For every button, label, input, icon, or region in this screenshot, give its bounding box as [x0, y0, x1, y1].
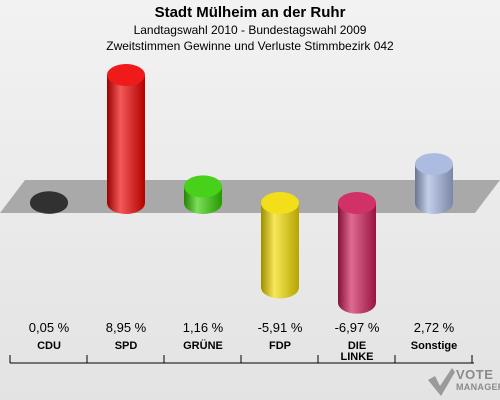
- chart-subtitle: Landtagswahl 2010 - Bundestagswahl 2009: [133, 23, 367, 37]
- logo-word-manager: MANAGER: [456, 382, 500, 392]
- bar-die-linke: [338, 192, 376, 314]
- value-label: 8,95 %: [106, 320, 147, 335]
- chart-title: Stadt Mülheim an der Ruhr: [154, 4, 346, 21]
- category-label: GRÜNE: [183, 339, 223, 352]
- bar-sonstige: [415, 153, 453, 214]
- value-label: -5,91 %: [258, 320, 303, 335]
- bar-gr-ne: [184, 175, 222, 214]
- value-label: 2,72 %: [414, 320, 455, 335]
- category-label: SPD: [115, 340, 138, 352]
- logo-word-vote: VOTE: [456, 367, 494, 382]
- vote-manager-logo: VOTE MANAGER: [426, 366, 500, 398]
- value-label: -6,97 %: [335, 320, 380, 335]
- category-label: Sonstige: [411, 340, 457, 352]
- value-label: 1,16 %: [183, 320, 224, 335]
- value-label: 0,05 %: [29, 320, 70, 335]
- chart-subtitle-2: Zweitstimmen Gewinne und Verluste Stimmb…: [106, 39, 394, 53]
- bar-fdp: [261, 192, 299, 299]
- category-label: FDP: [269, 340, 291, 352]
- bar-spd: [107, 64, 145, 214]
- checkmark-icon: [428, 368, 455, 396]
- bar-cdu: [30, 191, 68, 214]
- category-label: DIE LINKE: [341, 340, 374, 363]
- category-label: CDU: [37, 340, 61, 352]
